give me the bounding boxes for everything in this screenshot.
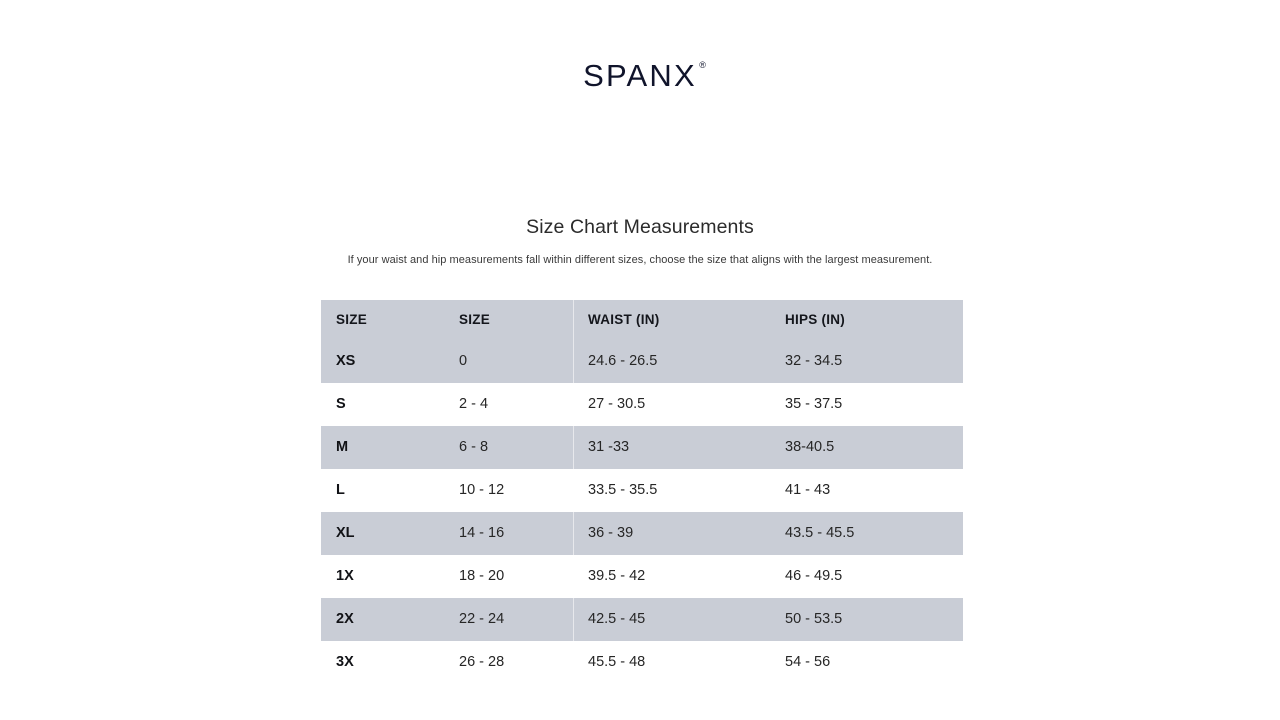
cell-size-letter: XS xyxy=(336,352,356,369)
cell-size-letter: S xyxy=(336,395,346,412)
size-chart-table-wrapper: SIZE SIZE WAIST (IN) HIPS (IN) XS 0 24.6… xyxy=(321,300,963,684)
table-header-row: SIZE SIZE WAIST (IN) HIPS (IN) xyxy=(321,300,963,340)
cell-hips: 41 - 43 xyxy=(785,481,831,498)
cell-size-letter: M xyxy=(336,438,349,455)
cell-size-numeric: 6 - 8 xyxy=(459,438,489,455)
cell-hips: 35 - 37.5 xyxy=(785,395,843,412)
table-row: L 10 - 12 33.5 - 35.5 41 - 43 xyxy=(321,469,963,512)
cell-waist: 42.5 - 45 xyxy=(573,598,770,641)
cell-size-numeric: 14 - 16 xyxy=(459,524,505,541)
cell-size-numeric: 0 xyxy=(459,352,468,369)
cell-size-numeric: 10 - 12 xyxy=(459,481,505,498)
column-header-size-numeric: SIZE xyxy=(444,300,573,340)
cell-size-numeric: 2 - 4 xyxy=(459,395,489,412)
registered-trademark-icon: ® xyxy=(699,60,706,70)
cell-hips: 32 - 34.5 xyxy=(785,352,843,369)
cell-hips: 46 - 49.5 xyxy=(785,567,843,584)
spanx-logo: SPANX ® xyxy=(583,58,706,93)
cell-waist: 39.5 - 42 xyxy=(588,567,646,584)
cell-size-numeric: 26 - 28 xyxy=(459,653,505,670)
table-row: 3X 26 - 28 45.5 - 48 54 - 56 xyxy=(321,641,963,684)
column-header-hips: HIPS (IN) xyxy=(770,300,963,340)
cell-waist: 24.6 - 26.5 xyxy=(573,340,770,383)
cell-hips: 54 - 56 xyxy=(785,653,831,670)
column-header-waist: WAIST (IN) xyxy=(573,300,770,340)
table-row: 2X 22 - 24 42.5 - 45 50 - 53.5 xyxy=(321,598,963,641)
brand-header: SPANX ® xyxy=(0,60,1280,91)
page-subtitle: If your waist and hip measurements fall … xyxy=(347,254,933,267)
cell-waist: 45.5 - 48 xyxy=(588,653,646,670)
cell-waist: 36 - 39 xyxy=(573,512,770,555)
cell-waist: 27 - 30.5 xyxy=(588,395,646,412)
cell-size-letter: 2X xyxy=(336,610,354,627)
page-title: Size Chart Measurements xyxy=(526,216,754,238)
cell-hips: 50 - 53.5 xyxy=(785,610,843,627)
table-row: XL 14 - 16 36 - 39 43.5 - 45.5 xyxy=(321,512,963,555)
size-chart-table: SIZE SIZE WAIST (IN) HIPS (IN) XS 0 24.6… xyxy=(321,300,963,684)
table-body: XS 0 24.6 - 26.5 32 - 34.5 S 2 - 4 27 - … xyxy=(321,340,963,684)
cell-size-letter: 3X xyxy=(336,653,354,670)
table-row: 1X 18 - 20 39.5 - 42 46 - 49.5 xyxy=(321,555,963,598)
cell-hips: 43.5 - 45.5 xyxy=(785,524,855,541)
heading-block: Size Chart Measurements If your waist an… xyxy=(0,216,1280,268)
brand-wordmark: SPANX xyxy=(583,58,697,93)
table-row: XS 0 24.6 - 26.5 32 - 34.5 xyxy=(321,340,963,383)
cell-size-letter: 1X xyxy=(336,567,354,584)
cell-size-letter: XL xyxy=(336,524,355,541)
cell-waist: 33.5 - 35.5 xyxy=(588,481,658,498)
table-row: M 6 - 8 31 -33 38-40.5 xyxy=(321,426,963,469)
table-header: SIZE SIZE WAIST (IN) HIPS (IN) xyxy=(321,300,963,340)
cell-size-numeric: 18 - 20 xyxy=(459,567,505,584)
cell-size-numeric: 22 - 24 xyxy=(459,610,505,627)
cell-hips: 38-40.5 xyxy=(785,438,835,455)
cell-size-letter: L xyxy=(336,481,345,498)
cell-waist: 31 -33 xyxy=(573,426,770,469)
column-header-size-letter: SIZE xyxy=(321,300,444,340)
table-row: S 2 - 4 27 - 30.5 35 - 37.5 xyxy=(321,383,963,426)
